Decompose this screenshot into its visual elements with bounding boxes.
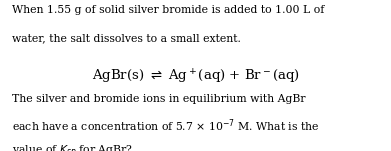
Text: When 1.55 g of solid silver bromide is added to 1.00 L of: When 1.55 g of solid silver bromide is a… bbox=[12, 5, 324, 14]
Text: each have a concentration of 5.7 $\times$ 10$^{-7}$ M. What is the: each have a concentration of 5.7 $\times… bbox=[12, 118, 319, 134]
Text: The silver and bromide ions in equilibrium with AgBr: The silver and bromide ions in equilibri… bbox=[12, 94, 305, 104]
Text: water, the salt dissolves to a small extent.: water, the salt dissolves to a small ext… bbox=[12, 33, 240, 43]
Text: value of $K_{sp}$ for AgBr?: value of $K_{sp}$ for AgBr? bbox=[12, 143, 133, 151]
Text: AgBr(s) $\rightleftharpoons$ Ag$^+$(aq) + Br$^-$(aq): AgBr(s) $\rightleftharpoons$ Ag$^+$(aq) … bbox=[91, 68, 300, 86]
